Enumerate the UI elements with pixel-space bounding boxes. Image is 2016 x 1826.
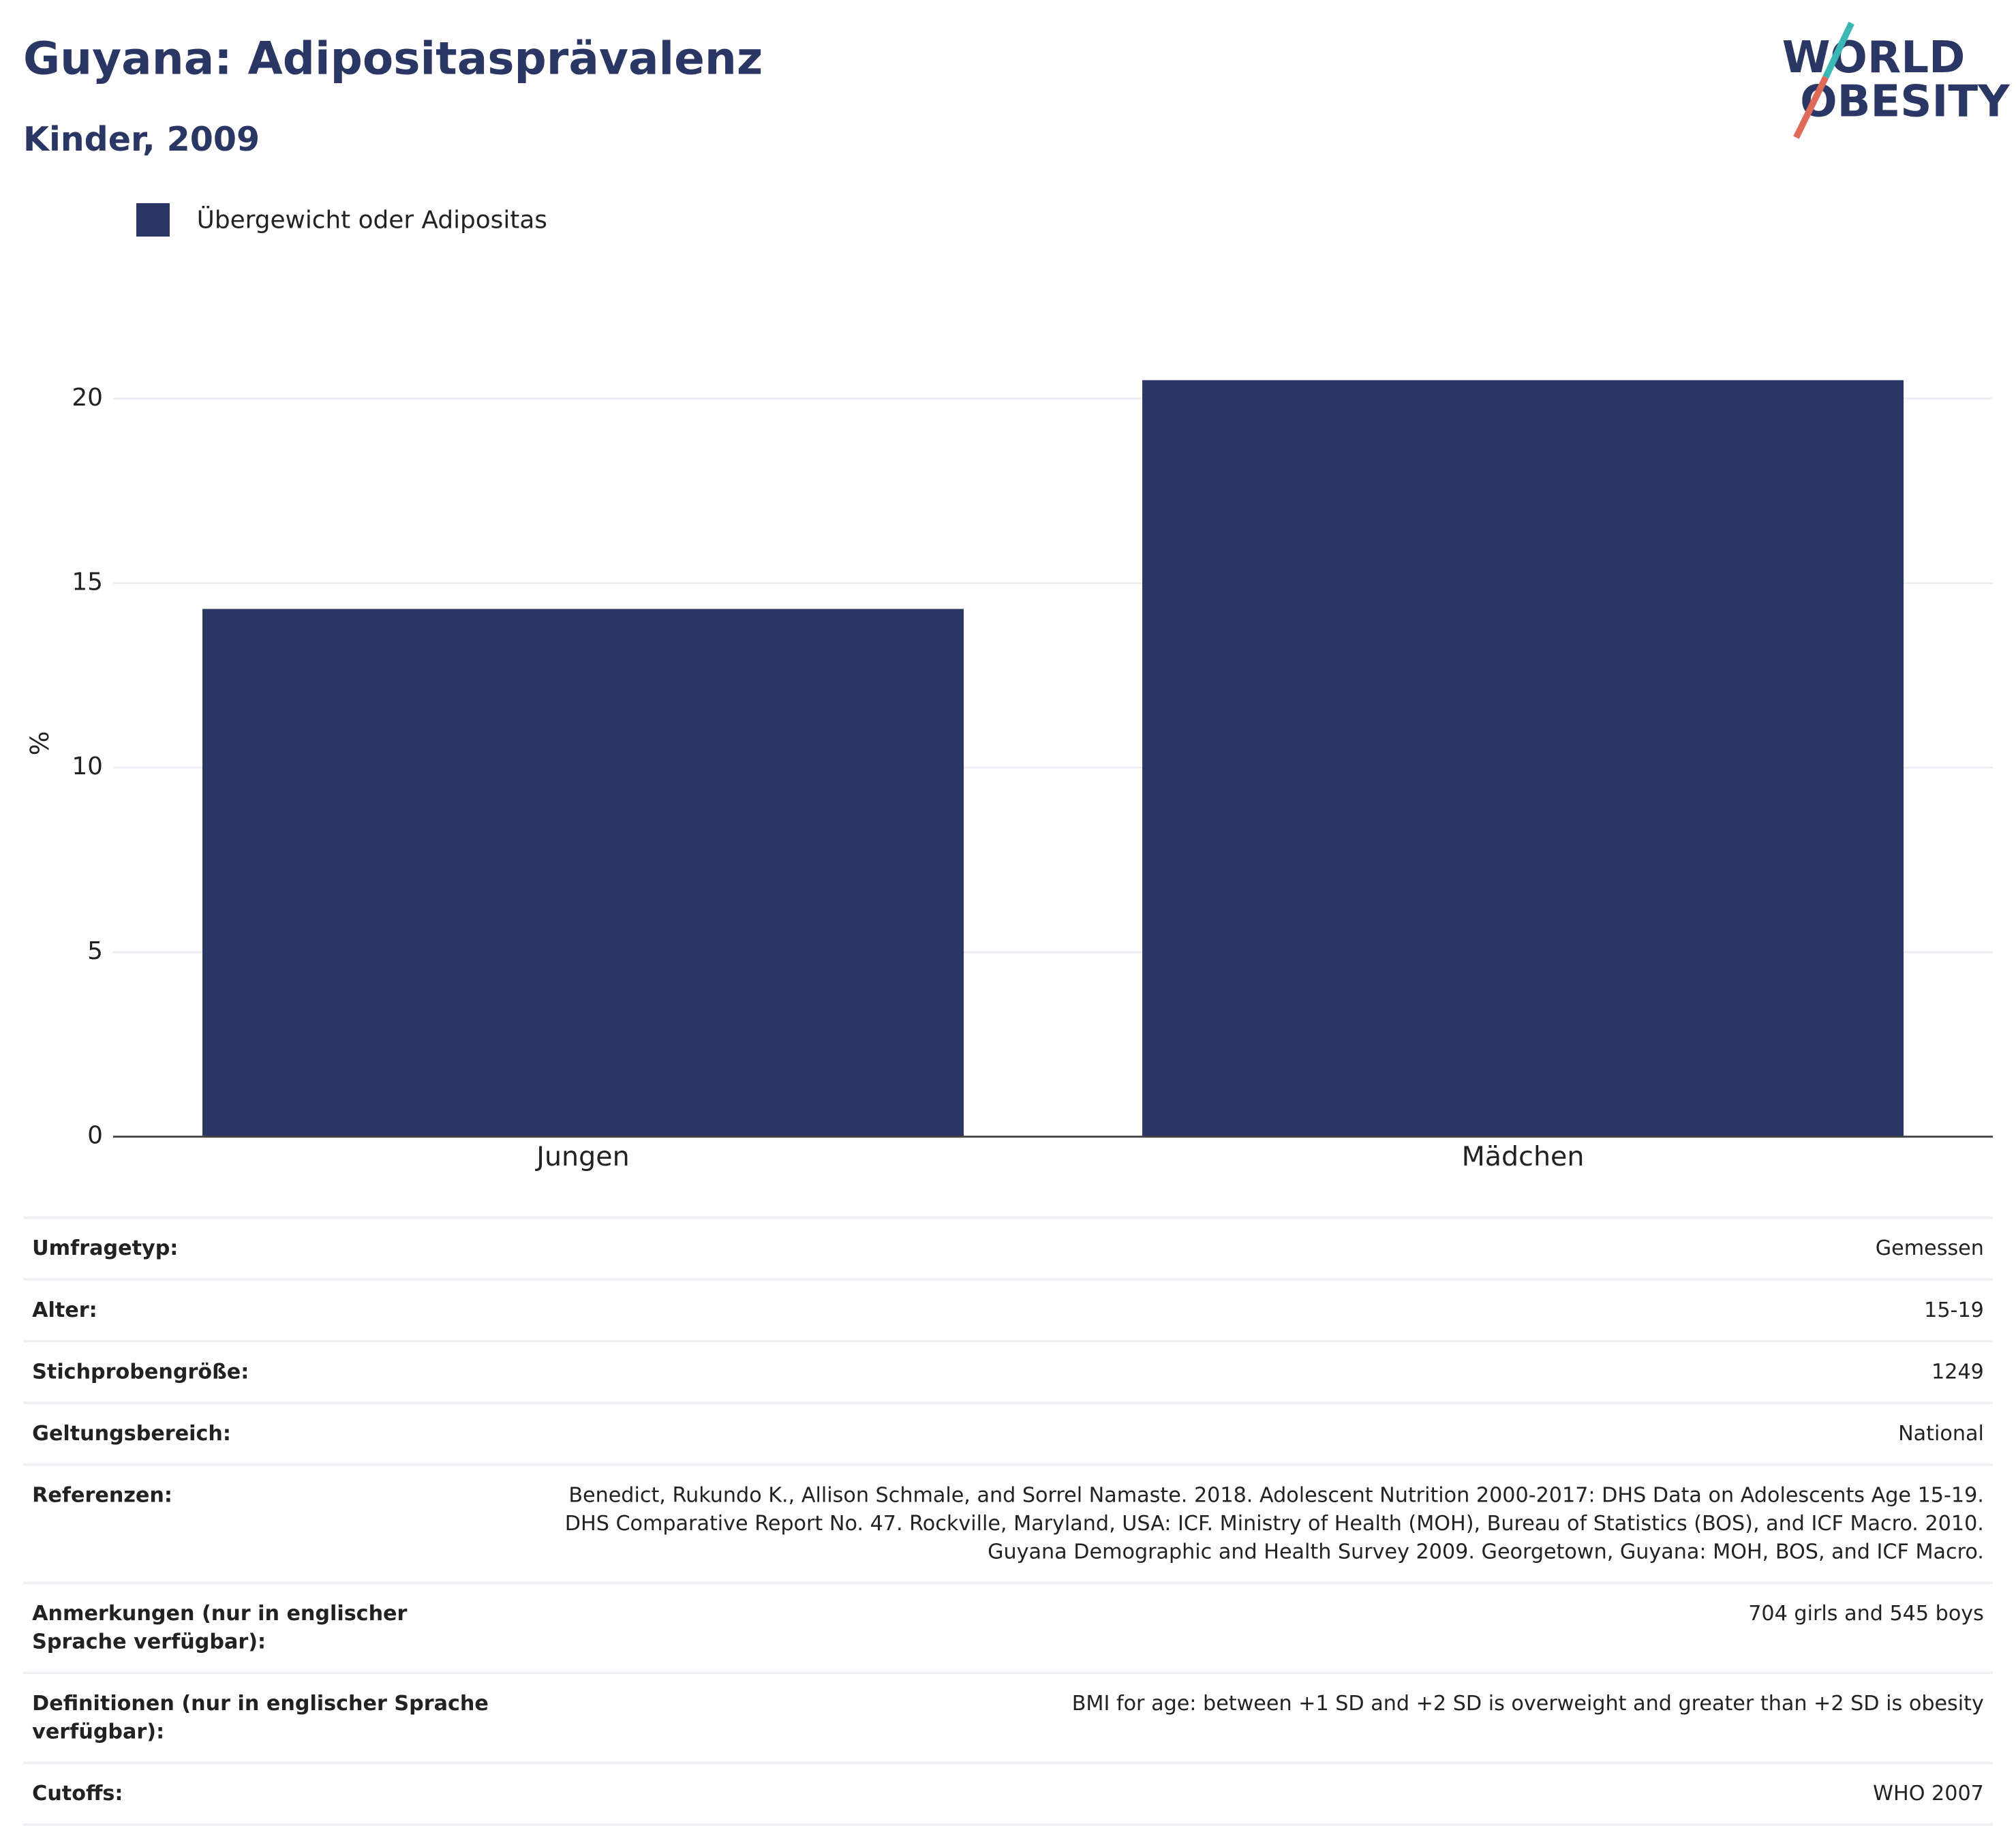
table-row: Definitionen (nur in englischer Sprache …: [22, 1671, 1994, 1765]
row-label: Referenzen:: [22, 1463, 517, 1585]
row-value: 15-19: [517, 1278, 1994, 1343]
row-value: 1249: [517, 1339, 1994, 1405]
chart-title: Guyana: Adipositasprävalenz: [23, 33, 763, 85]
y-tick-label: 0: [87, 1122, 103, 1150]
table-row: Stichprobengröße: 1249: [22, 1339, 1994, 1405]
bar: [202, 609, 964, 1137]
row-value: Benedict, Rukundo K., Allison Schmale, a…: [517, 1463, 1994, 1585]
table-row: Cutoffs: WHO 2007: [22, 1761, 1994, 1826]
table-row: Umfragetyp: Gemessen: [22, 1216, 1994, 1281]
y-tick-label: 20: [72, 384, 103, 412]
logo: WORLD OBESITY: [1782, 21, 2011, 139]
bar: [1142, 380, 1904, 1137]
info-table: Umfragetyp: Gemessen Alter: 15-19 Stichprobe…: [22, 1216, 1994, 1826]
row-label: Geltungsbereich:: [22, 1401, 517, 1466]
logo-slash: [1822, 21, 1854, 79]
y-tick-label: 10: [72, 752, 103, 780]
row-label: Stichprobengröße:: [22, 1339, 517, 1405]
row-value: BMI for age: between +1 SD and +2 SD is …: [517, 1671, 1994, 1765]
row-label: Definitionen (nur in englischer Sprache …: [22, 1671, 517, 1765]
y-tick-label: 5: [87, 937, 103, 965]
table-row: Referenzen: Benedict, Rukundo K., Allison…: [22, 1463, 1994, 1585]
row-label: Anmerkungen (nur in englischer Sprache v…: [22, 1581, 517, 1675]
logo-text: OBESITY: [1800, 76, 2011, 127]
x-tick-label: Jungen: [534, 1141, 630, 1172]
logo-slash: [1793, 76, 1829, 139]
row-value: National: [517, 1401, 1994, 1466]
row-label: Cutoffs:: [22, 1761, 517, 1826]
chart-subtitle: Kinder, 2009: [23, 119, 260, 159]
chart: Guyana: Adipositasprävalenz Kinder, 2009…: [23, 21, 2011, 1172]
table-row: Alter: 15-19: [22, 1278, 1994, 1343]
table-row: Anmerkungen (nur in englischer Sprache v…: [22, 1581, 1994, 1675]
row-value: 704 girls and 545 boys: [517, 1581, 1994, 1675]
row-value: Gemessen: [517, 1216, 1994, 1281]
legend-swatch: [136, 203, 170, 237]
table-row: Geltungsbereich: National: [22, 1401, 1994, 1466]
row-label: Umfragetyp:: [22, 1216, 517, 1281]
legend-label: Übergewicht oder Adipositas: [197, 205, 547, 234]
y-axis-title: %: [25, 731, 55, 755]
y-tick-label: 15: [72, 568, 103, 596]
row-value: WHO 2007: [517, 1761, 1994, 1826]
row-label: Alter:: [22, 1278, 517, 1343]
x-tick-label: Mädchen: [1462, 1141, 1585, 1172]
logo-text: WORLD: [1782, 32, 1966, 83]
